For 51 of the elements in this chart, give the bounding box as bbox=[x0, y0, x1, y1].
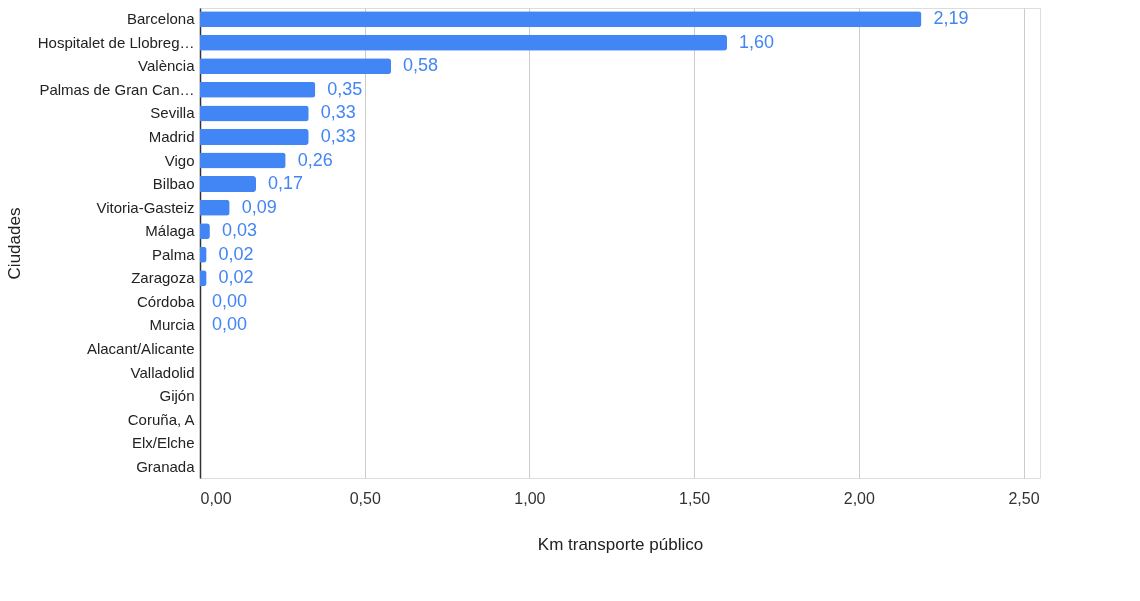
y-tick-label: Hospitalet de Llobreg… bbox=[37, 33, 195, 51]
bar bbox=[200, 58, 392, 75]
data-label: 0,02 bbox=[218, 243, 254, 264]
y-tick-label: Málaga bbox=[145, 222, 196, 240]
y-tick-label: Granada bbox=[136, 457, 196, 475]
y-tick-label: Alacant/Alicante bbox=[86, 340, 195, 358]
x-axis-title: Km transporte público bbox=[537, 534, 704, 554]
y-tick-label: Madrid bbox=[148, 127, 195, 145]
y-tick-label: Murcia bbox=[149, 316, 196, 334]
data-label: 0,00 bbox=[212, 314, 248, 335]
x-tick-label: 0,50 bbox=[349, 489, 381, 507]
bar bbox=[200, 199, 230, 216]
y-tick-label: Valladolid bbox=[130, 363, 195, 381]
data-label: 0,02 bbox=[218, 267, 254, 288]
x-tick-label: 0,00 bbox=[200, 489, 232, 507]
y-tick-label: Vitoria-Gasteiz bbox=[96, 198, 195, 216]
x-tick-label: 1,50 bbox=[679, 489, 711, 507]
bar bbox=[200, 105, 309, 122]
bar bbox=[200, 128, 309, 145]
data-label: 0,33 bbox=[320, 125, 356, 146]
bar bbox=[200, 81, 316, 98]
bar bbox=[200, 152, 286, 169]
data-label: 0,09 bbox=[241, 196, 277, 217]
y-tick-label: Córdoba bbox=[136, 292, 196, 310]
x-tick-label: 1,00 bbox=[514, 489, 546, 507]
data-label: 0,03 bbox=[221, 220, 257, 241]
bar bbox=[200, 176, 256, 193]
y-tick-label: Vigo bbox=[164, 151, 195, 169]
y-tick-label: Palma bbox=[151, 245, 196, 263]
data-label: 0,35 bbox=[327, 78, 363, 99]
y-axis-title: Ciudades bbox=[4, 207, 24, 280]
y-tick-label: Palmas de Gran Can… bbox=[39, 80, 195, 98]
y-tick-label: Gijón bbox=[159, 387, 195, 405]
bar bbox=[200, 11, 922, 28]
data-label: 0,33 bbox=[320, 102, 356, 123]
bar bbox=[200, 34, 728, 51]
y-tick-label: Sevilla bbox=[150, 104, 196, 122]
x-tick-label: 2,50 bbox=[1008, 489, 1040, 507]
y-tick-label: Zaragoza bbox=[131, 269, 196, 287]
data-label: 0,17 bbox=[268, 173, 304, 194]
data-label: 0,00 bbox=[212, 290, 248, 311]
y-tick-label: Bilbao bbox=[152, 175, 195, 193]
data-label: 1,60 bbox=[739, 31, 775, 52]
data-label: 0,58 bbox=[403, 55, 439, 76]
data-label: 0,26 bbox=[297, 149, 333, 170]
data-label: 2,19 bbox=[933, 8, 969, 29]
y-tick-label: Barcelona bbox=[126, 10, 196, 28]
y-tick-label: Elx/Elche bbox=[131, 434, 195, 452]
y-tick-label: València bbox=[138, 57, 196, 75]
y-tick-label: Coruña, A bbox=[127, 410, 195, 428]
x-tick-label: 2,00 bbox=[843, 489, 875, 507]
